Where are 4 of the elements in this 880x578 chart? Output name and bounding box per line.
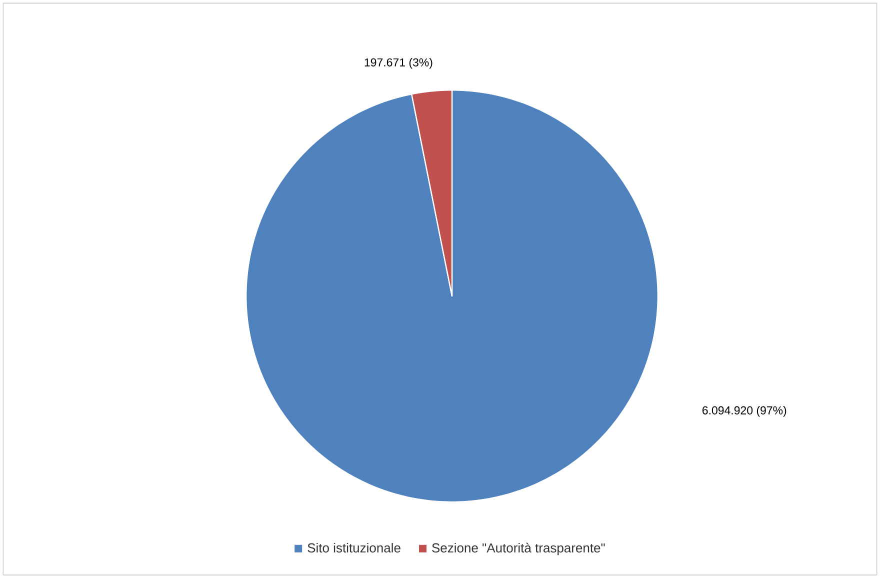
legend-label: Sito istituzionale bbox=[308, 542, 400, 552]
data-label: 197.671 (3%) bbox=[364, 58, 432, 69]
data-label: 6.094.920 (97%) bbox=[702, 406, 786, 417]
legend-label: Sezione "Autorità trasparente" bbox=[432, 542, 605, 556]
